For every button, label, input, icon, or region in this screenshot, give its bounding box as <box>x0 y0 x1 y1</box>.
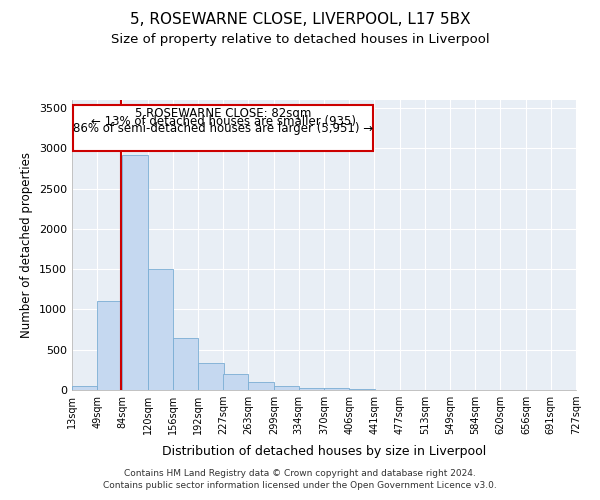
Bar <box>248 382 274 390</box>
Y-axis label: Number of detached properties: Number of detached properties <box>20 152 34 338</box>
Bar <box>223 374 248 390</box>
Bar <box>299 388 324 390</box>
Text: 5, ROSEWARNE CLOSE, LIVERPOOL, L17 5BX: 5, ROSEWARNE CLOSE, LIVERPOOL, L17 5BX <box>130 12 470 28</box>
Bar <box>122 155 148 390</box>
Text: 86% of semi-detached houses are larger (5,951) →: 86% of semi-detached houses are larger (… <box>73 122 373 135</box>
Bar <box>72 386 97 390</box>
Bar <box>274 386 299 390</box>
Text: Size of property relative to detached houses in Liverpool: Size of property relative to detached ho… <box>110 32 490 46</box>
Text: Contains HM Land Registry data © Crown copyright and database right 2024.
Contai: Contains HM Land Registry data © Crown c… <box>103 468 497 490</box>
FancyBboxPatch shape <box>73 105 373 151</box>
X-axis label: Distribution of detached houses by size in Liverpool: Distribution of detached houses by size … <box>162 446 486 458</box>
Bar <box>199 364 224 390</box>
Bar <box>173 338 199 390</box>
Bar <box>97 302 123 390</box>
Text: 5 ROSEWARNE CLOSE: 82sqm: 5 ROSEWARNE CLOSE: 82sqm <box>135 108 311 120</box>
Text: ← 13% of detached houses are smaller (935): ← 13% of detached houses are smaller (93… <box>91 114 356 128</box>
Bar <box>148 269 173 390</box>
Bar <box>324 388 349 390</box>
